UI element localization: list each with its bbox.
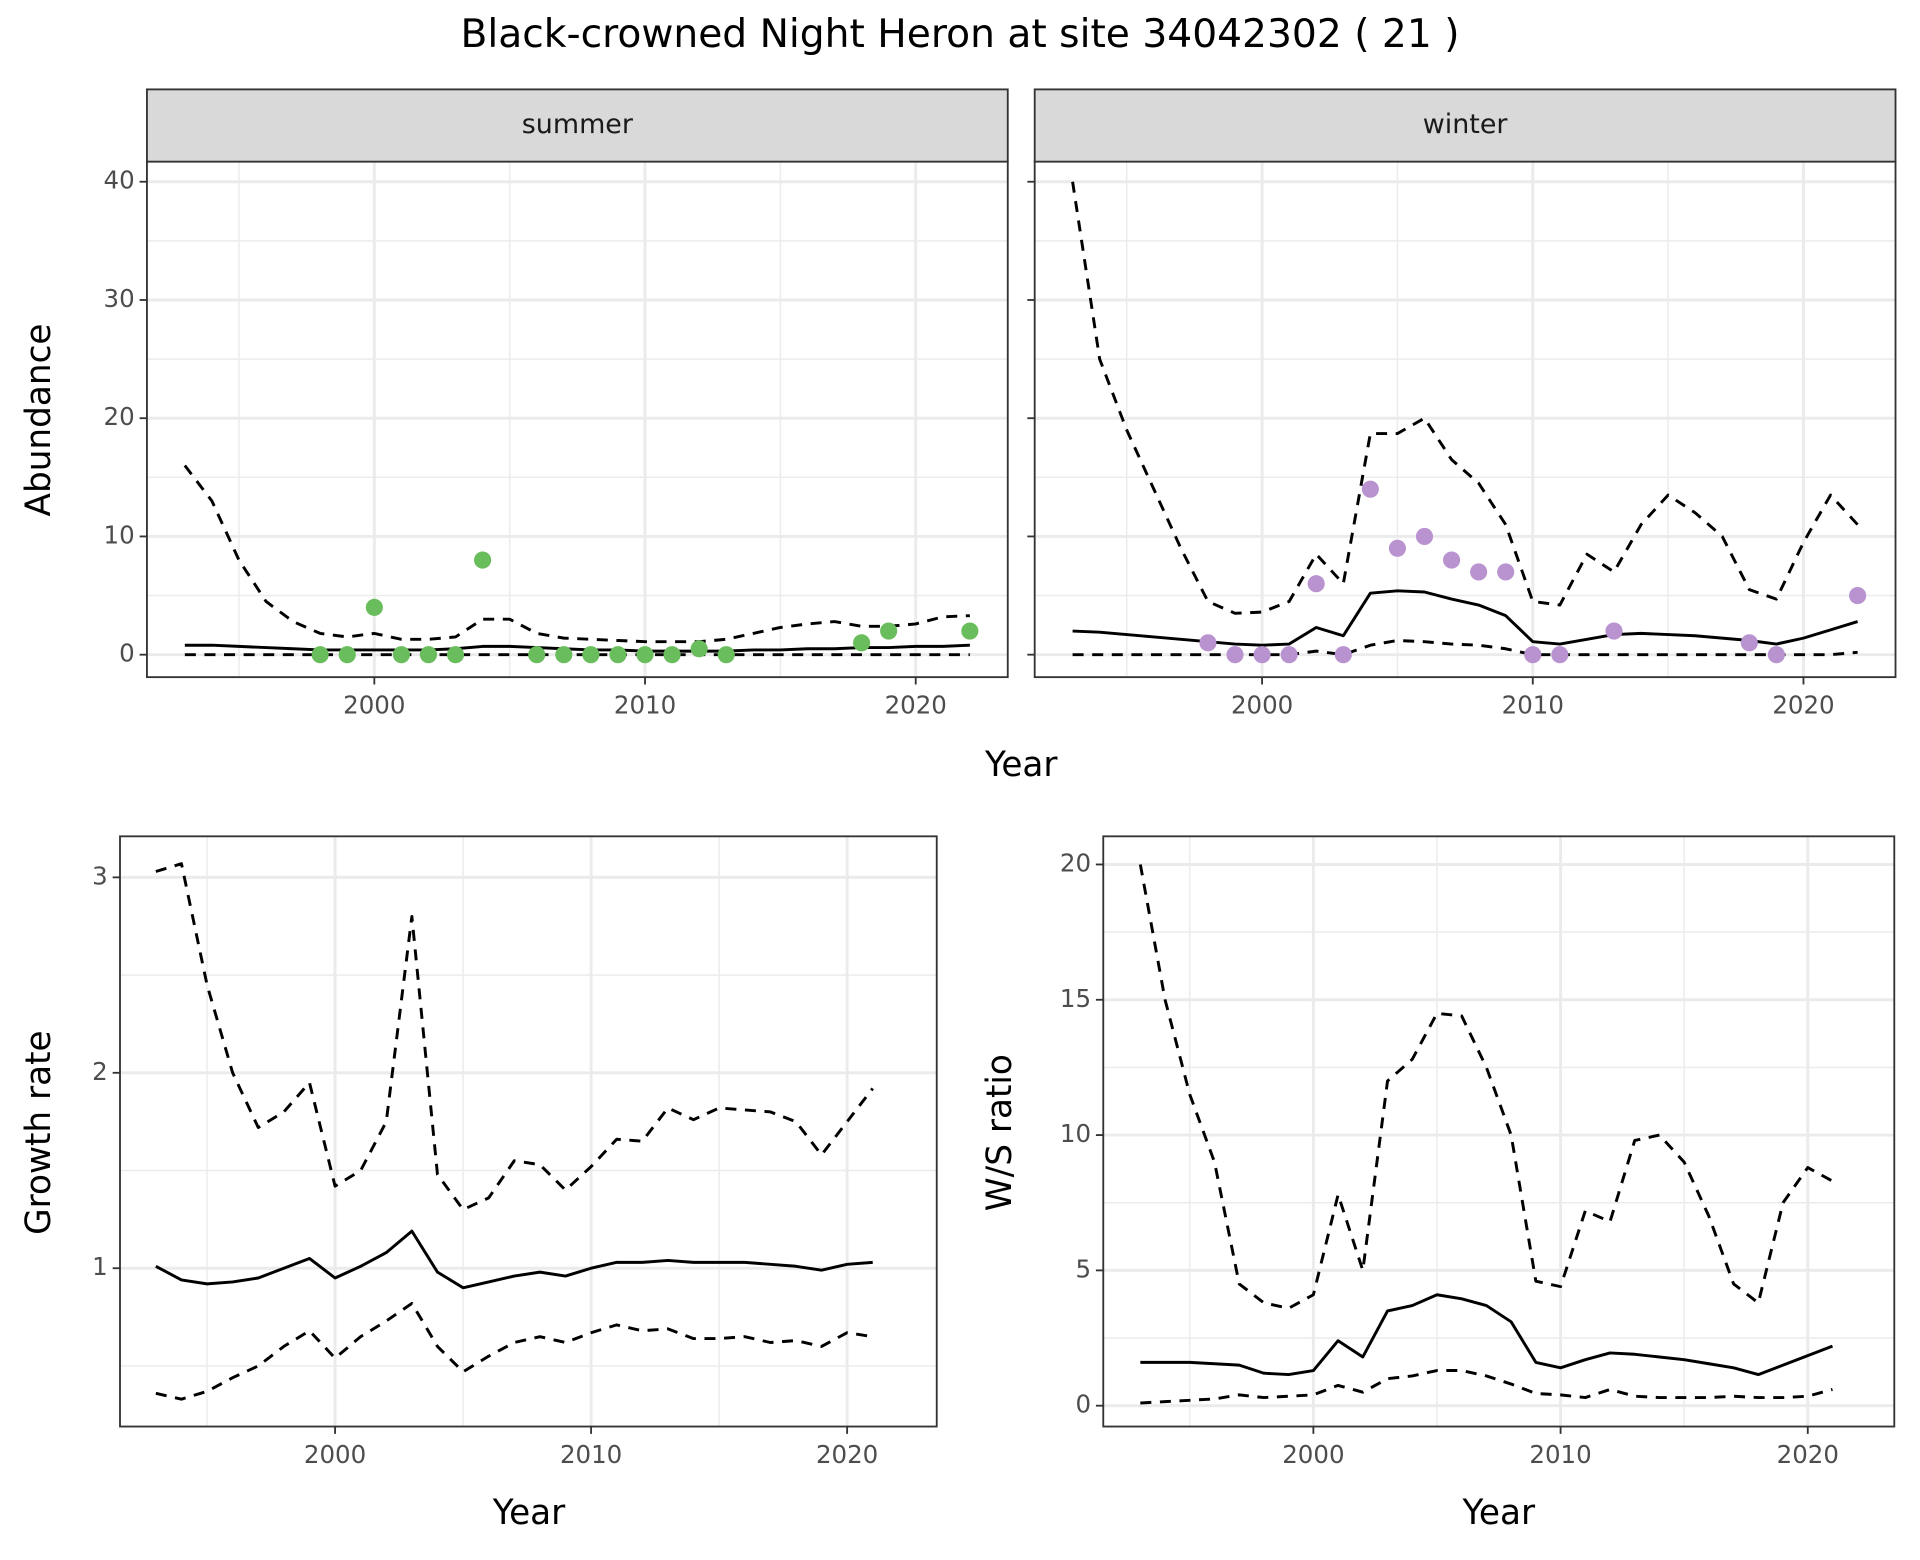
x-tick-label: 2010 [560, 1440, 622, 1469]
series-line [1138, 864, 1834, 1310]
series-line [1072, 639, 1858, 657]
x-tick-label: 2020 [1772, 691, 1834, 720]
data-point [555, 646, 573, 664]
panel-border [1102, 835, 1896, 1428]
data-point [1334, 646, 1352, 664]
data-point [1470, 563, 1488, 581]
y-tick-label: 3 [92, 861, 108, 890]
x-tick-label: 2010 [1529, 1440, 1591, 1469]
x-tick-label: 2000 [343, 691, 405, 720]
data-point [1551, 646, 1569, 664]
data-point [1307, 575, 1325, 593]
data-point [311, 646, 329, 664]
data-point [1415, 527, 1434, 546]
x-tick-label: 2000 [1282, 1440, 1344, 1469]
series-line [155, 862, 874, 1212]
y-axis-label: W/S ratio [980, 1054, 1020, 1211]
y-axis-label: Abundance [19, 323, 59, 516]
strip-background [1033, 88, 1897, 163]
data-point [419, 646, 438, 664]
data-point [1280, 646, 1298, 664]
data-point [1226, 646, 1244, 664]
data-point [528, 646, 546, 664]
series-line [1140, 1369, 1833, 1405]
y-tick-label: 2 [92, 1057, 108, 1086]
data-point [1361, 480, 1379, 498]
y-tick-label: 5 [1075, 1254, 1091, 1283]
x-tick-label: 2000 [1231, 691, 1293, 720]
x-tick-label: 2020 [1777, 1440, 1839, 1469]
panel-border [119, 835, 938, 1428]
strip-background [146, 88, 1009, 163]
panel-background [1103, 836, 1895, 1427]
y-tick-label: 0 [119, 639, 135, 668]
data-point [663, 646, 681, 664]
data-point [636, 646, 654, 664]
data-point [1849, 586, 1867, 605]
series-line [155, 1229, 873, 1290]
data-point [392, 646, 410, 664]
y-tick-label: 1 [92, 1252, 108, 1281]
x-tick-label: 2000 [304, 1440, 366, 1469]
x-tick-label: 2020 [885, 691, 947, 720]
data-point [853, 634, 871, 652]
figure-title: Black-crowned Night Heron at site 340423… [460, 12, 1459, 57]
data-point [717, 646, 735, 664]
x-axis-label: Year [492, 1493, 566, 1533]
data-point [1605, 622, 1623, 640]
y-tick-label: 0 [1075, 1390, 1091, 1419]
data-point [1767, 646, 1785, 664]
data-point [582, 646, 600, 664]
data-point [446, 646, 465, 664]
series-line [155, 1301, 873, 1401]
data-point [880, 622, 898, 640]
strip-label: summer [522, 109, 634, 140]
series-line [183, 464, 970, 644]
data-point [609, 646, 627, 664]
data-point [365, 598, 383, 616]
y-tick-label: 30 [104, 284, 135, 313]
data-point [1388, 539, 1406, 557]
data-point [338, 646, 356, 664]
data-point [1199, 634, 1217, 652]
y-axis-label: Growth rate [19, 1030, 59, 1235]
x-axis-label: Year [984, 745, 1058, 785]
data-point [1253, 646, 1271, 664]
y-tick-label: 15 [1060, 984, 1091, 1013]
data-point [1524, 646, 1542, 664]
strip-label: winter [1423, 109, 1509, 140]
series-line [1140, 1293, 1834, 1377]
x-tick-label: 2020 [816, 1440, 878, 1469]
y-tick-label: 40 [104, 166, 135, 195]
y-tick-label: 10 [1060, 1119, 1091, 1148]
x-tick-label: 2010 [1502, 691, 1564, 720]
series-line [1071, 181, 1859, 615]
data-point [1740, 634, 1758, 652]
panel-background [120, 836, 937, 1427]
y-tick-label: 20 [104, 402, 135, 431]
data-point [1442, 551, 1461, 569]
data-point [690, 640, 708, 658]
x-axis-label: Year [1462, 1493, 1536, 1533]
x-tick-label: 2010 [614, 691, 676, 720]
data-point [1497, 563, 1515, 581]
y-tick-label: 20 [1060, 848, 1091, 877]
data-point [474, 551, 492, 569]
data-point [961, 622, 979, 640]
y-tick-label: 10 [104, 520, 135, 549]
